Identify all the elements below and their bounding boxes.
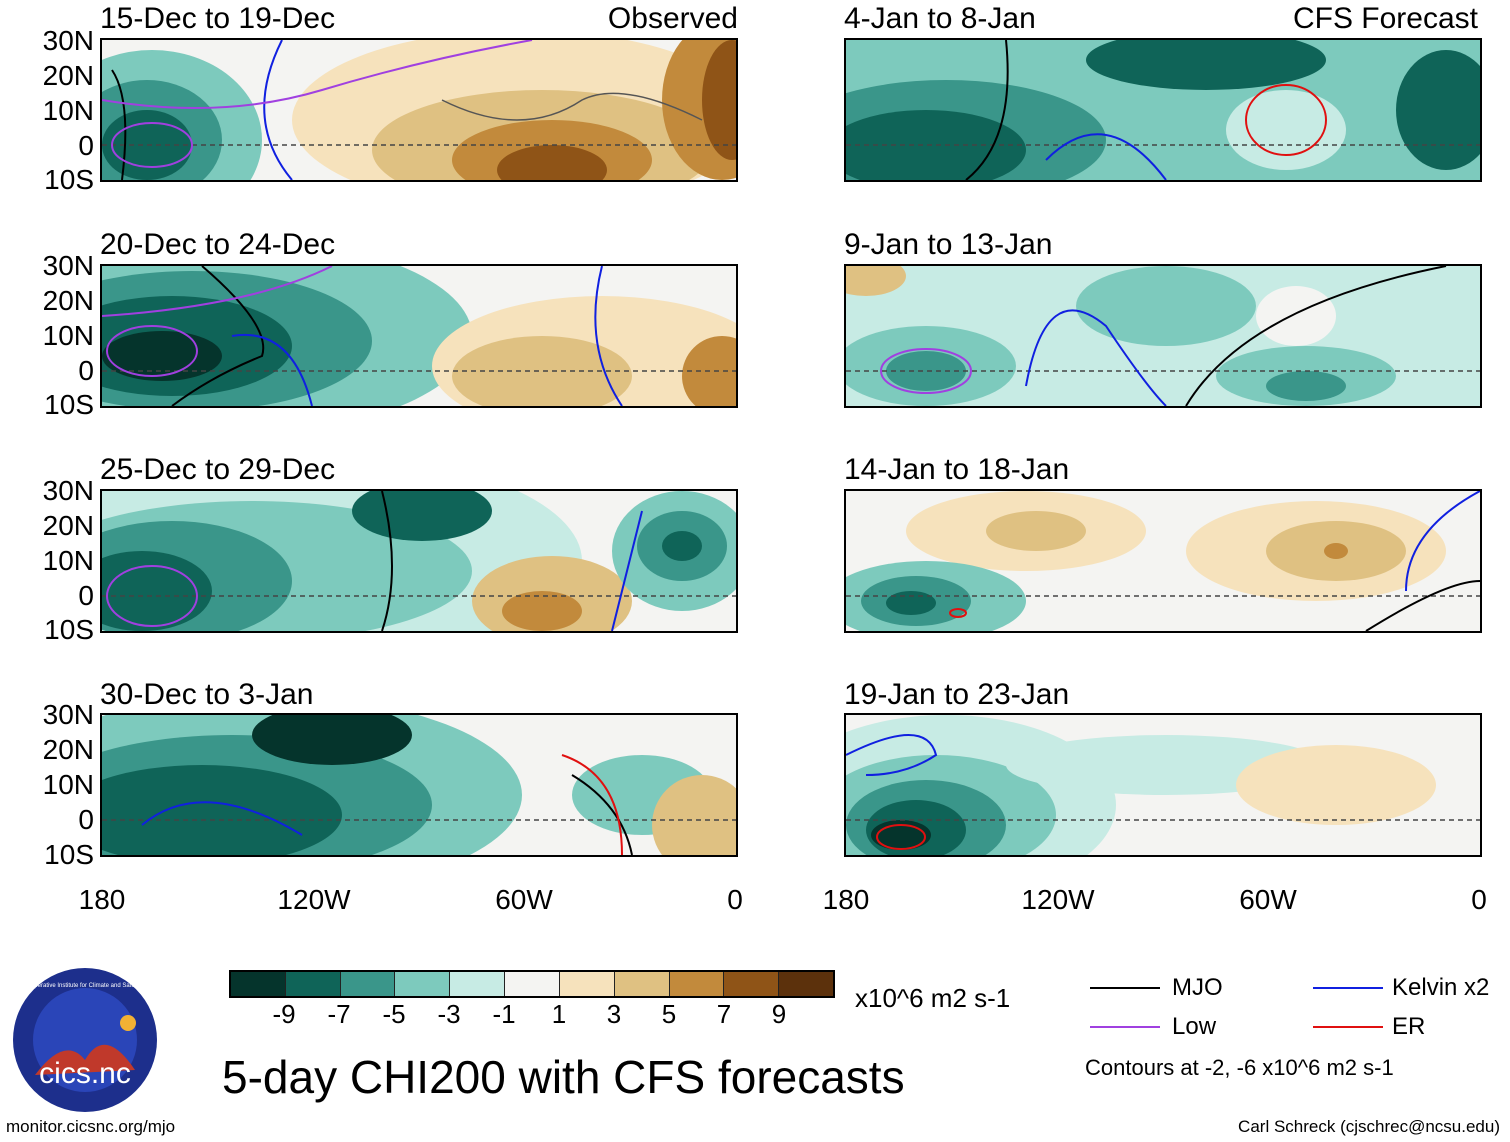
lon-label: 120W: [1021, 884, 1095, 915]
lon-label: 180: [78, 884, 126, 915]
colorbar-tick: -9: [272, 999, 296, 1029]
lon-label: 0: [727, 884, 743, 915]
map-panel-right-3: [844, 489, 1482, 633]
colorbar-segment: [394, 972, 450, 996]
colorbar-segment: [778, 972, 833, 996]
lat-label: 0: [78, 355, 94, 386]
lon-label: 0: [1471, 884, 1487, 915]
lat-label: 10S: [44, 839, 94, 870]
contours-note: Contours at -2, -6 x10^6 m2 s-1: [1085, 1055, 1394, 1080]
legend-swatch-mjo: [1090, 987, 1160, 989]
panel-title-right-2: 9-Jan to 13-Jan: [844, 228, 1053, 261]
panel-title-left-4: 30-Dec to 3-Jan: [100, 678, 314, 711]
lat-label: 20N: [42, 510, 94, 541]
colorbar-tick: 7: [716, 999, 732, 1029]
lat-label: 0: [78, 580, 94, 611]
lat-label: 30N: [42, 699, 94, 730]
panel-title-left-2: 20-Dec to 24-Dec: [100, 228, 336, 261]
colorbar-tick: -5: [382, 999, 406, 1029]
panel-tag-cfs-forecast: CFS Forecast: [1292, 2, 1478, 35]
lat-label: 30N: [42, 475, 94, 506]
lat-label: 10S: [44, 164, 94, 195]
cicsnc-logo: cics.nc Cooperative Institute for Climat…: [10, 965, 160, 1115]
panel-title-right-4: 19-Jan to 23-Jan: [844, 678, 1070, 711]
logo-text: cics.nc: [39, 1057, 131, 1090]
colorbar-segment: [558, 972, 614, 996]
lat-label: 10S: [44, 614, 94, 645]
map-panel-left-3: [100, 489, 738, 633]
lon-label: 60W: [495, 884, 553, 915]
lat-label: 10S: [44, 389, 94, 420]
colorbar-tick: -1: [492, 999, 516, 1029]
panel-title-left-3: 25-Dec to 29-Dec: [100, 453, 336, 486]
colorbar-segment: [504, 972, 559, 996]
lat-label: 10N: [42, 95, 94, 126]
colorbar-tick: -3: [437, 999, 461, 1029]
colorbar-tick: 5: [661, 999, 677, 1029]
lat-label: 0: [78, 130, 94, 161]
panel-title-left-1: 15-Dec to 19-Dec: [100, 2, 336, 35]
legend-label-mjo: MJO: [1172, 974, 1223, 1001]
legend-swatch-low: [1090, 1026, 1160, 1028]
lat-label: 0: [78, 804, 94, 835]
map-panel-right-4: [844, 713, 1482, 857]
lon-label: 180: [822, 884, 870, 915]
footer-url: monitor.cicsnc.org/mjo: [6, 1117, 176, 1136]
lat-label: 10N: [42, 320, 94, 351]
lat-label: 20N: [42, 285, 94, 316]
lat-label: 20N: [42, 734, 94, 765]
lat-label: 30N: [42, 250, 94, 281]
map-panel-left-2: [100, 264, 738, 408]
colorbar-segment: [668, 972, 724, 996]
legend-label-er: ER: [1392, 1013, 1426, 1040]
colorbar-segment: [613, 972, 669, 996]
map-panel-left-1: [100, 38, 738, 182]
colorbar-tick: -7: [327, 999, 351, 1029]
footer-credit: Carl Schreck (cjschrec@ncsu.edu): [1238, 1117, 1500, 1136]
lat-label: 20N: [42, 60, 94, 91]
lon-label: 120W: [277, 884, 351, 915]
lat-label: 10N: [42, 769, 94, 800]
main-title: 5-day CHI200 with CFS forecasts: [222, 1051, 905, 1103]
colorbar-units: x10^6 m2 s-1: [855, 983, 1011, 1013]
logo-ring-text: Cooperative Institute for Climate and Sa…: [23, 983, 146, 989]
colorbar-tick: 9: [771, 999, 787, 1029]
colorbar-tick: 1: [551, 999, 567, 1029]
map-panel-right-2: [844, 264, 1482, 408]
panel-title-right-3: 14-Jan to 18-Jan: [844, 453, 1070, 486]
colorbar-segment: [339, 972, 395, 996]
colorbar-segment: [284, 972, 340, 996]
panel-tag-observed: Observed: [607, 2, 738, 35]
legend-label-kelvin: Kelvin x2: [1392, 974, 1490, 1001]
lon-label: 60W: [1239, 884, 1297, 915]
colorbar-segment: [449, 972, 505, 996]
legend-swatch-er: [1313, 1026, 1383, 1028]
map-panel-left-4: [100, 713, 738, 857]
panel-title-right-1: 4-Jan to 8-Jan: [844, 2, 1036, 35]
colorbar: [229, 970, 835, 998]
colorbar-segment: [723, 972, 779, 996]
colorbar-segment: [231, 972, 285, 996]
colorbar-tick: 3: [606, 999, 622, 1029]
lat-label: 10N: [42, 545, 94, 576]
legend-swatch-kelvin: [1313, 987, 1383, 989]
legend-label-low: Low: [1172, 1013, 1217, 1040]
lat-label: 30N: [42, 25, 94, 56]
map-panel-right-1: [844, 38, 1482, 182]
